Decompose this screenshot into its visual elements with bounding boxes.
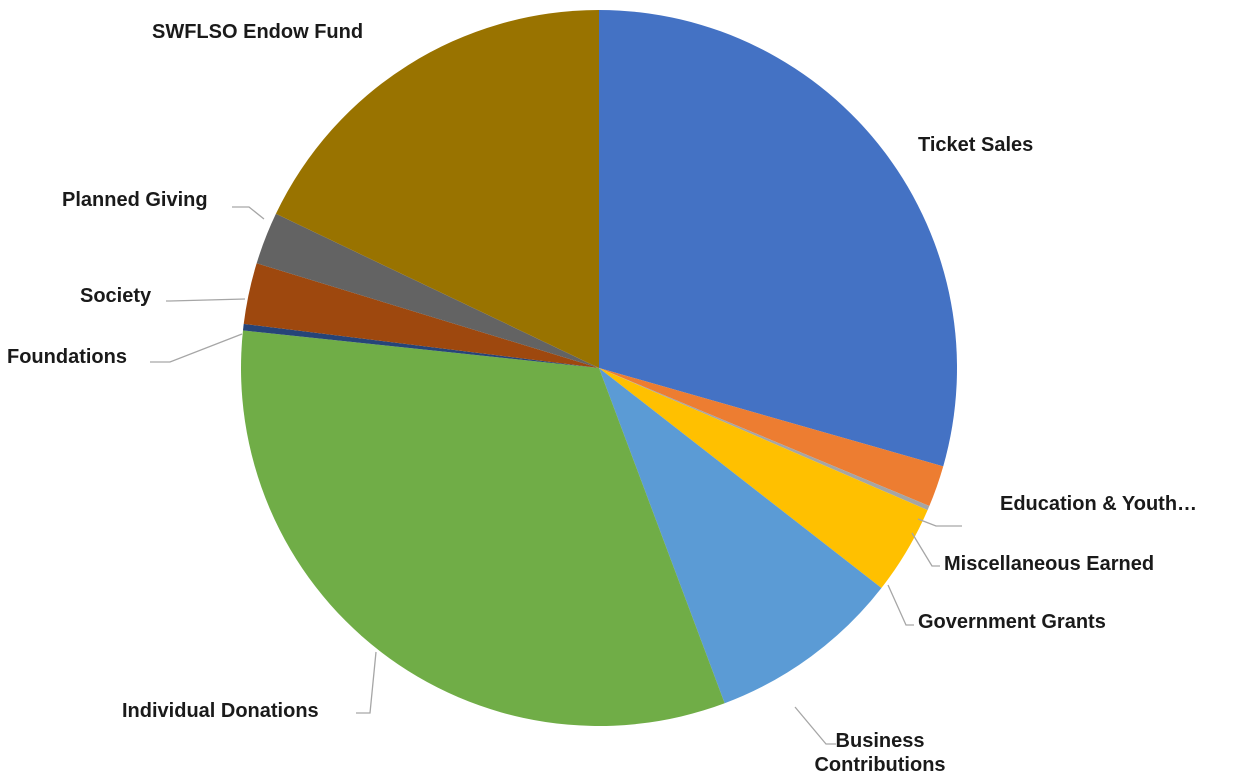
slice-label-government-grants: Government Grants bbox=[918, 611, 1106, 633]
leader-education-youth bbox=[917, 518, 962, 527]
pie-slice-foundations bbox=[242, 323, 600, 368]
pie-slice-society bbox=[243, 263, 600, 368]
slice-label-individual-donations: Individual Donations bbox=[122, 700, 319, 722]
pie-slice-individual-donations bbox=[241, 330, 725, 727]
leader-individual-donations bbox=[356, 651, 377, 714]
leader-society bbox=[166, 298, 246, 302]
pie-slice-ticket-sales bbox=[599, 9, 958, 467]
slice-label-miscellaneous-earned: Miscellaneous Earned bbox=[944, 553, 1155, 575]
leader-miscellaneous-earned bbox=[911, 532, 940, 567]
pie-slices bbox=[241, 9, 958, 727]
leader-planned-giving bbox=[232, 206, 265, 220]
pie-slice-swflso-endow-fund bbox=[275, 10, 599, 368]
leader-business-contributions bbox=[794, 706, 836, 745]
slice-label-education-youth: Education & Youth… bbox=[1000, 493, 1198, 515]
slice-label-society: Society bbox=[80, 285, 152, 307]
slice-label-swflso-endow-fund: SWFLSO Endow Fund bbox=[152, 21, 364, 43]
pie-slice-miscellaneous-earned bbox=[599, 368, 930, 511]
leader-lines bbox=[150, 206, 962, 745]
leader-foundations bbox=[150, 333, 243, 363]
pie-slice-planned-giving bbox=[256, 213, 599, 368]
pie-slice-business-contributions bbox=[599, 368, 882, 704]
pie-slice-government-grants bbox=[599, 368, 928, 588]
slice-label-planned-giving: Planned Giving bbox=[62, 189, 208, 211]
pie-slice-education-youth bbox=[599, 368, 944, 507]
slice-label-foundations: Foundations bbox=[7, 346, 127, 368]
slice-label-ticket-sales: Ticket Sales bbox=[918, 134, 1034, 156]
slice-label-business-contributions: Business Contributions bbox=[814, 730, 946, 776]
leader-government-grants bbox=[887, 584, 914, 626]
